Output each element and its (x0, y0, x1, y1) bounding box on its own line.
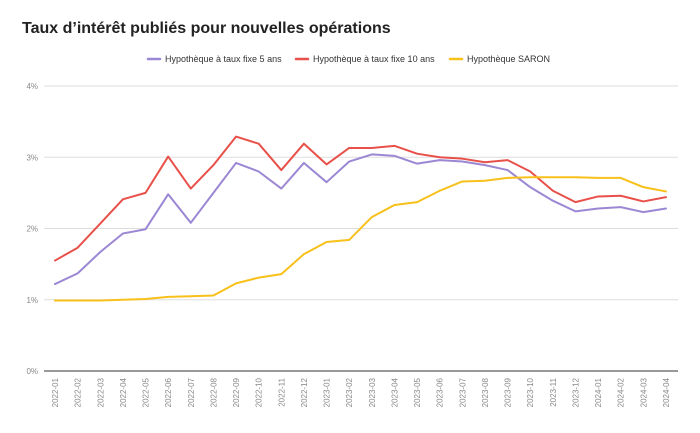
x-tick-label: 2023-04 (390, 377, 399, 407)
y-tick-label: 2% (26, 225, 38, 234)
x-tick-label: 2022-07 (187, 377, 196, 407)
series-line-2 (54, 135, 667, 262)
x-tick-label: 2022-02 (74, 377, 83, 407)
x-tick-label: 2023-11 (549, 377, 558, 406)
x-tick-label: 2022-04 (119, 377, 128, 407)
y-tick-label: 1% (26, 296, 38, 305)
x-tick-label: 2022-09 (232, 377, 241, 407)
chart-title: Taux d’intérêt publiés pour nouvelles op… (22, 20, 391, 37)
x-tick-label: 2023-03 (368, 377, 377, 407)
x-tick-label: 2022-11 (277, 377, 286, 406)
x-tick-label: 2022-03 (96, 377, 105, 407)
x-tick-label: 2023-05 (413, 377, 422, 407)
x-tick-label: 2023-09 (504, 377, 513, 407)
x-tick-label: 2023-08 (481, 377, 490, 407)
legend-label: Hypothèque à taux fixe 10 ans (313, 54, 435, 64)
x-tick-label: 2022-05 (142, 377, 151, 407)
x-tick-label: 2023-06 (436, 377, 445, 407)
x-tick-label: 2024-02 (617, 377, 626, 407)
x-tick-label: 2024-03 (639, 377, 648, 407)
x-tick-label: 2023-07 (458, 377, 467, 407)
x-tick-label: 2022-06 (164, 377, 173, 407)
y-tick-label: 0% (26, 367, 38, 376)
x-tick-label: 2022-12 (300, 377, 309, 407)
y-tick-label: 3% (26, 153, 38, 162)
x-tick-label: 2022-08 (209, 377, 218, 407)
x-tick-label: 2024-04 (662, 377, 671, 407)
x-tick-label: 2023-12 (571, 377, 580, 407)
y-tick-label: 4% (26, 82, 38, 91)
legend-label: Hypothèque à taux fixe 5 ans (165, 54, 282, 64)
x-tick-label: 2023-10 (526, 377, 535, 407)
legend-label: Hypothèque SARON (467, 54, 550, 64)
x-tick-label: 2022-10 (255, 377, 264, 407)
x-tick-label: 2022-01 (51, 377, 60, 407)
series-line-3 (54, 176, 667, 302)
x-tick-label: 2024-01 (594, 377, 603, 407)
x-tick-label: 2023-01 (323, 377, 332, 407)
series-line-1 (54, 153, 667, 286)
x-tick-label: 2023-02 (345, 377, 354, 407)
